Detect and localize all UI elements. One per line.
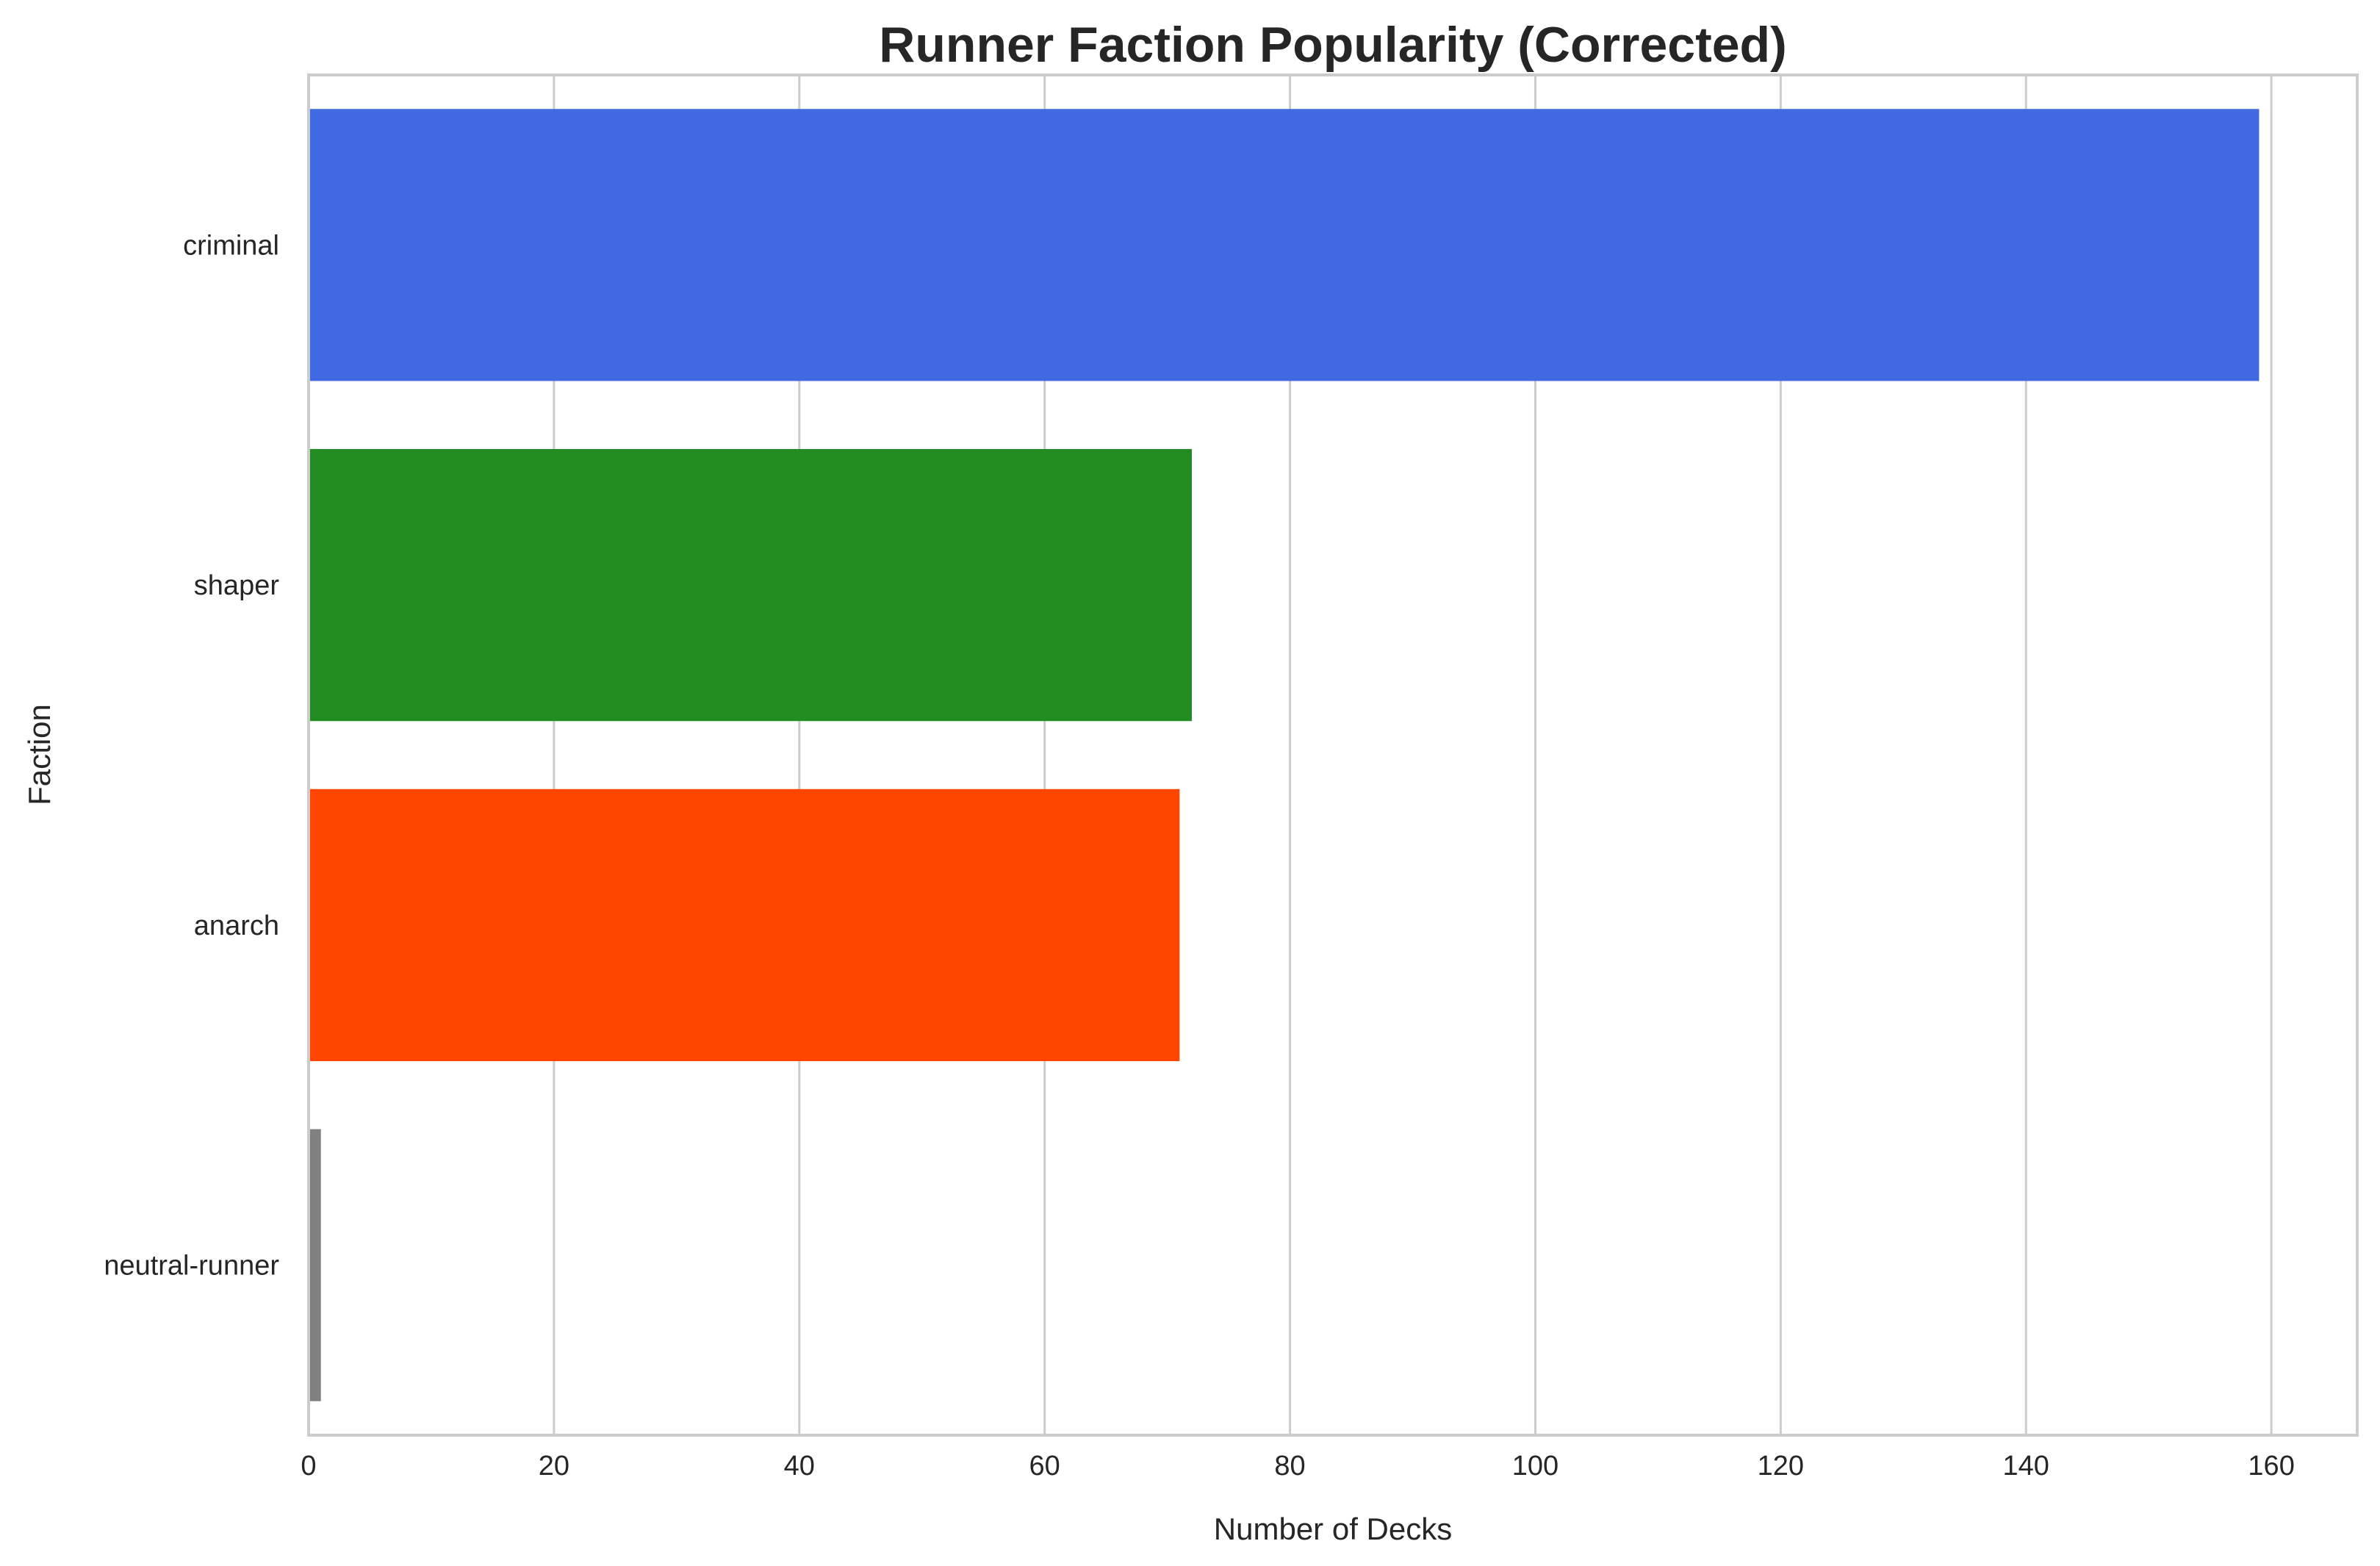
y-tick-label: neutral-runner bbox=[104, 1251, 279, 1282]
bar-shaper bbox=[309, 449, 1193, 722]
x-tick-label: 60 bbox=[1029, 1451, 1060, 1481]
x-tick-label: 40 bbox=[784, 1451, 815, 1481]
bar-neutral-runner bbox=[309, 1129, 321, 1401]
x-tick-label: 0 bbox=[301, 1451, 316, 1481]
x-tick-labels: 0 20 40 60 80 100 120 140 160 bbox=[301, 1451, 2294, 1481]
x-tick-label: 160 bbox=[2248, 1451, 2294, 1481]
y-tick-label: shaper bbox=[194, 570, 280, 601]
y-tick-label: criminal bbox=[183, 230, 279, 261]
x-tick-label: 100 bbox=[1512, 1451, 1558, 1481]
plot-frame bbox=[307, 73, 2359, 1437]
x-tick-label: 140 bbox=[2003, 1451, 2049, 1481]
y-tick-label: anarch bbox=[194, 910, 279, 941]
bar-anarch bbox=[309, 789, 1180, 1061]
x-tick-label: 120 bbox=[1758, 1451, 1804, 1481]
bars bbox=[309, 109, 2259, 1401]
chart-title: Runner Faction Popularity (Corrected) bbox=[879, 17, 1786, 73]
x-tick-label: 80 bbox=[1274, 1451, 1305, 1481]
y-tick-labels: criminal shaper anarch neutral-runner bbox=[104, 230, 279, 1281]
x-axis-label: Number of Decks bbox=[1214, 1512, 1452, 1546]
y-axis-label: Faction bbox=[22, 704, 57, 805]
x-tick-label: 20 bbox=[539, 1451, 569, 1481]
bar-criminal bbox=[309, 109, 2259, 381]
